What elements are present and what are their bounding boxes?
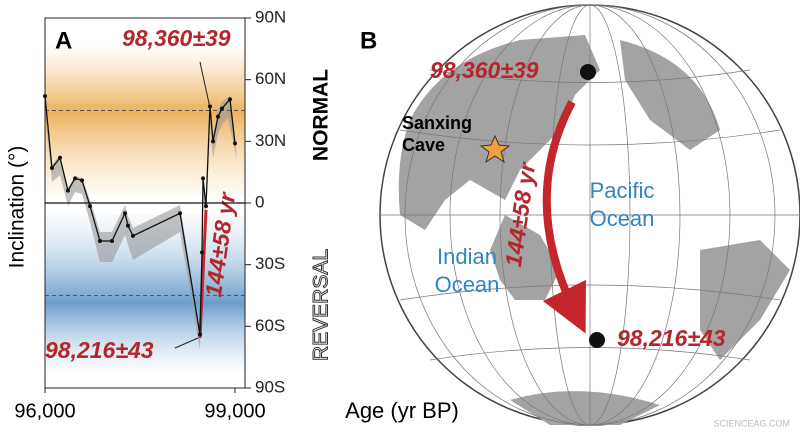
zone-label: NORMAL: [310, 69, 333, 161]
leader-line: [199, 61, 211, 109]
leader-line: [174, 337, 199, 349]
x-tick-label: 99,000: [204, 400, 265, 422]
data-point: [197, 332, 202, 337]
ocean-label-line: Indian: [437, 244, 497, 269]
annotation: 98,216±43: [617, 325, 726, 351]
watermark: SCIENCEAG.COM: [713, 418, 790, 428]
annotation: 98,216±43: [45, 337, 154, 363]
panel-label: B: [360, 27, 377, 54]
data-point: [58, 155, 63, 160]
ocean-label: Indian Ocean: [435, 244, 500, 297]
data-point: [203, 204, 208, 209]
annotation: 98,360±39: [430, 57, 539, 83]
pole-path-arrow: [542, 100, 586, 334]
data-point: [216, 114, 221, 119]
y-tick-label: 90N: [255, 7, 286, 26]
ocean-label-line: Pacific: [590, 178, 655, 203]
y-axis-label: Inclination (°): [6, 146, 29, 269]
panel-label: A: [55, 27, 72, 54]
y-tick-label: 60N: [255, 69, 286, 88]
panel-b: B 98,360±39 98,216±43 144±58 yr Sanxing C…: [360, 4, 800, 426]
y-tick-label: 60S: [255, 316, 285, 335]
ocean-label: Pacific Ocean: [590, 178, 655, 231]
ocean-label-line: Ocean: [590, 206, 655, 231]
data-point: [43, 94, 47, 99]
site-label: Sanxing Cave: [402, 113, 472, 155]
y-tick-label: 30N: [255, 131, 286, 150]
cave-marker: [479, 134, 511, 164]
site-label-line: Sanxing: [402, 113, 472, 133]
annotation: 98,360±39: [122, 25, 231, 51]
data-point: [88, 204, 93, 209]
uncertainty-band: [45, 96, 237, 350]
ocean-label-line: Ocean: [435, 272, 500, 297]
land: [398, 35, 790, 425]
pole-position: [580, 64, 596, 80]
data-point: [207, 104, 212, 109]
data-point: [130, 233, 135, 238]
data-point: [49, 166, 54, 171]
zone-label: REVERSAL: [310, 249, 333, 361]
panel-a: A Inclination (°) Age (yr BP) NORMAL REV…: [6, 7, 459, 422]
data-point: [233, 141, 237, 146]
site-label-line: Cave: [402, 135, 445, 155]
data-point: [211, 139, 216, 144]
data-point: [201, 176, 206, 181]
data-point: [227, 97, 232, 102]
data-point: [200, 250, 205, 255]
y-tick-label: 0: [255, 192, 264, 211]
data-point: [220, 106, 225, 111]
pole-position: [589, 332, 605, 348]
data-point: [110, 239, 115, 244]
data-point: [73, 176, 78, 181]
data-point: [178, 211, 183, 216]
normal-zone: [45, 45, 245, 195]
y-tick-label: 30S: [255, 254, 285, 273]
data-point: [79, 178, 84, 183]
data-point: [125, 223, 130, 228]
data-point: [65, 188, 70, 193]
data-point: [122, 211, 127, 216]
x-axis-label: Age (yr BP): [345, 398, 459, 423]
data-point: [97, 239, 102, 244]
y-tick-label: 90S: [255, 377, 285, 396]
x-tick-label: 96,000: [14, 400, 75, 422]
